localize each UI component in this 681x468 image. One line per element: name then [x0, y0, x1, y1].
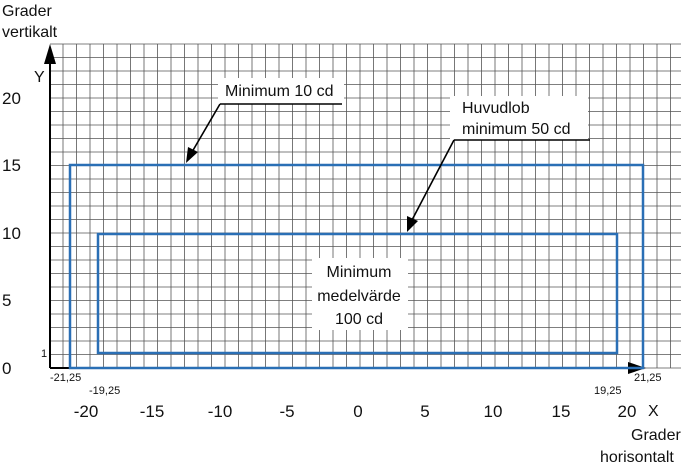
- y-axis-title-line1: Grader: [2, 3, 52, 20]
- x-tick-10: 10: [484, 402, 503, 421]
- x-tick-minus5: -5: [279, 402, 294, 421]
- x-tick-minus15: -15: [140, 402, 165, 421]
- main-beam-callout-line2: minimum 50 cd: [462, 121, 570, 138]
- y-tick-15: 15: [2, 156, 21, 175]
- inner-callout-line2: medelvärde: [317, 288, 401, 305]
- outer-callout-label: Minimum 10 cd: [225, 83, 333, 100]
- main-beam-callout-box: [450, 96, 588, 140]
- main-beam-callout-leader: [407, 139, 590, 232]
- outer-callout-leader: [186, 103, 342, 163]
- y-marker-1: 1: [41, 348, 47, 360]
- boundary-inner-left: -19,25: [89, 385, 120, 397]
- x-axis-title-line2: horisontalt: [600, 449, 674, 466]
- inner-callout-line1: Minimum: [327, 264, 392, 281]
- x-tick-5: 5: [420, 402, 429, 421]
- x-tick-minus20: -20: [74, 402, 99, 421]
- y-tick-20: 20: [2, 89, 21, 108]
- y-tick-5: 5: [2, 291, 11, 310]
- inner-region-rect: [96, 232, 619, 355]
- x-tick-20: 20: [618, 402, 637, 421]
- y-axis-title-line2: vertikalt: [2, 24, 58, 41]
- y-tick-10: 10: [2, 224, 21, 243]
- outer-region-rect: [68, 163, 645, 370]
- x-tick-0: 0: [353, 402, 362, 421]
- main-beam-callout-line1: Huvudlob: [462, 100, 530, 117]
- boundary-inner-right: 19,25: [594, 385, 622, 397]
- x-axis-letter: X: [648, 403, 659, 420]
- x-tick-15: 15: [552, 402, 571, 421]
- boundary-outer-right: 21,25: [634, 372, 662, 384]
- inner-callout-line3: 100 cd: [335, 311, 383, 328]
- x-tick-minus10: -10: [208, 402, 233, 421]
- outer-callout-box: [218, 78, 344, 104]
- y-tick-0: 0: [2, 359, 11, 378]
- inner-callout-box: [312, 258, 408, 330]
- boundary-outer-left: -21,25: [50, 372, 81, 384]
- x-axis-title-line1: Grader: [631, 427, 681, 444]
- y-axis-arrow: [44, 44, 56, 368]
- y-axis-letter: Y: [34, 69, 45, 86]
